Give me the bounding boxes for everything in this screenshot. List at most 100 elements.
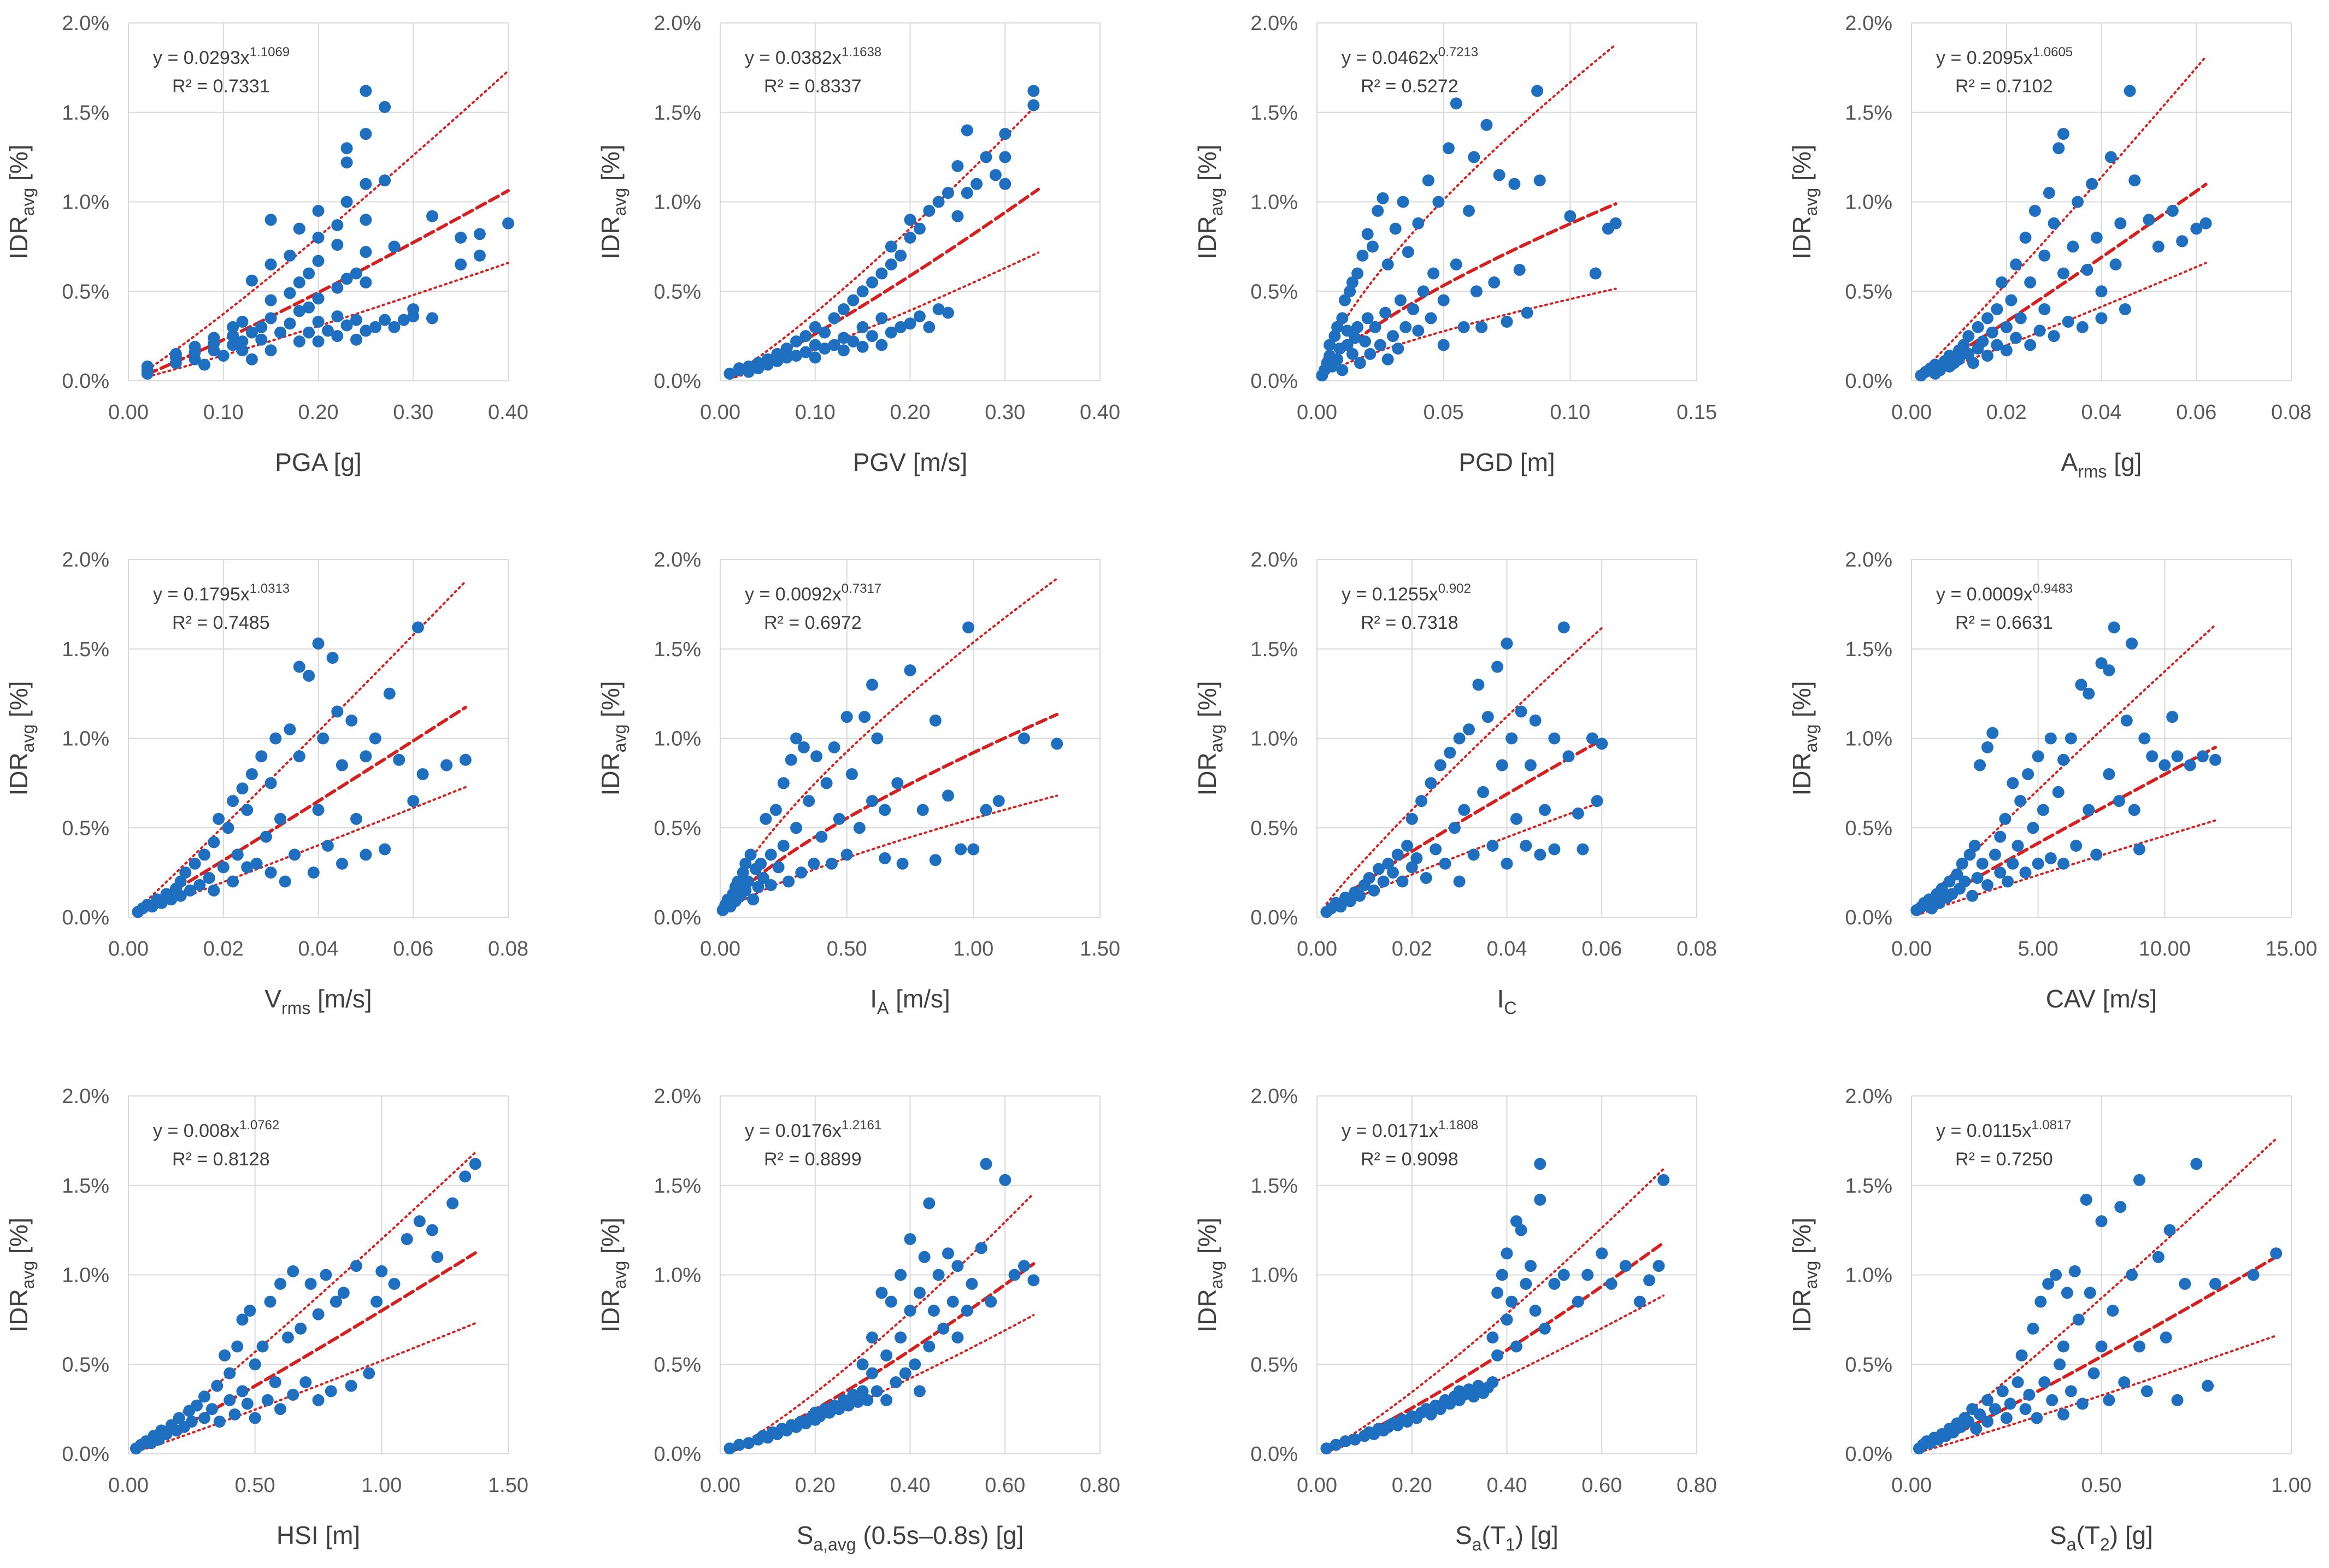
data-point <box>2209 753 2221 766</box>
data-point <box>1643 1274 1656 1287</box>
data-point <box>946 1295 959 1308</box>
data-point <box>360 750 372 763</box>
data-point <box>980 151 992 163</box>
data-point <box>1491 1349 1504 1361</box>
data-point <box>764 848 777 861</box>
data-point <box>2038 303 2051 315</box>
data-point <box>810 750 823 763</box>
data-point <box>1501 1313 1513 1326</box>
data-point <box>1389 222 1402 235</box>
data-point <box>208 836 220 848</box>
data-point <box>1981 879 1993 891</box>
data-point <box>303 669 315 682</box>
data-point <box>1437 339 1450 351</box>
y-axis-label-unit: [%] <box>596 144 625 187</box>
data-point <box>2057 267 2069 280</box>
data-point <box>856 1358 869 1371</box>
data-point <box>2000 321 2013 333</box>
fit-equation-coef: y = 0.0009x <box>1936 584 2033 605</box>
x-axis-label-part: (T <box>2077 1521 2100 1549</box>
y-axis-label-subscript: avg <box>18 724 38 753</box>
data-point <box>916 804 929 816</box>
data-point <box>2166 711 2179 723</box>
data-point <box>446 1197 459 1210</box>
data-point <box>1480 119 1493 131</box>
data-point <box>2024 339 2037 351</box>
data-point <box>2179 1277 2191 1290</box>
fit-equation-exponent: 1.1808 <box>1438 1118 1478 1133</box>
data-point <box>325 1385 337 1398</box>
data-point <box>1468 151 1480 163</box>
data-point <box>856 1385 869 1398</box>
data-point <box>2057 857 2069 870</box>
data-point <box>1401 840 1414 852</box>
x-tick-label: 0.00 <box>108 938 149 960</box>
y-axis-label-unit: [%] <box>4 144 33 187</box>
x-axis-label-part: V <box>264 985 281 1013</box>
data-point <box>891 777 904 789</box>
data-point <box>847 294 860 306</box>
data-point <box>856 321 869 333</box>
data-point <box>360 214 372 226</box>
y-axis-label: IDRavg [%] <box>1193 681 1226 795</box>
x-axis-label-part: PGV [m/s] <box>853 448 968 476</box>
x-axis-label: PGV [m/s] <box>853 448 968 476</box>
data-point <box>1510 1215 1522 1228</box>
data-point <box>1349 1433 1361 1446</box>
y-axis-label-unit: [%] <box>596 681 625 724</box>
x-tick-label: 0.02 <box>1392 938 1432 960</box>
data-point <box>1354 889 1366 902</box>
data-point <box>761 358 774 371</box>
data-point <box>885 240 897 253</box>
data-point <box>236 344 249 357</box>
data-point <box>880 1349 893 1361</box>
y-axis-label-unit: [%] <box>1787 681 1816 724</box>
data-point <box>1407 303 1420 315</box>
data-point <box>401 1233 413 1245</box>
y-tick-label: 2.0% <box>62 12 109 35</box>
data-point <box>1491 661 1504 673</box>
x-axis-label-subscript: a,avg <box>813 1535 856 1554</box>
data-point <box>880 1394 893 1406</box>
y-tick-label: 0.5% <box>1250 1353 1298 1376</box>
data-point <box>2037 804 2049 816</box>
data-point <box>1981 312 1993 325</box>
data-point <box>913 222 926 235</box>
data-point <box>1397 196 1409 208</box>
data-point <box>2114 217 2127 229</box>
data-point <box>790 335 802 347</box>
data-point <box>904 317 916 330</box>
data-point <box>2107 1305 2119 1317</box>
data-point <box>213 812 225 825</box>
data-point <box>1341 325 1354 337</box>
data-point <box>1515 1224 1527 1236</box>
data-point <box>303 326 315 339</box>
data-point <box>895 1269 907 1281</box>
data-point <box>2184 759 2196 771</box>
data-point <box>2126 1269 2138 1281</box>
x-axis-label-subscript: A <box>877 998 889 1018</box>
upper-bound-curve <box>146 69 509 371</box>
y-axis-label-subscript: avg <box>18 1261 38 1289</box>
data-point <box>1339 294 1351 306</box>
upper-bound-curve <box>1321 43 1617 364</box>
data-point <box>980 1158 992 1170</box>
data-point <box>1472 679 1485 691</box>
data-point <box>363 1367 375 1380</box>
data-point <box>819 326 831 339</box>
data-point <box>2004 1398 2016 1410</box>
y-tick-label: 1.5% <box>654 102 701 125</box>
data-point <box>819 343 831 355</box>
data-point <box>1349 332 1361 344</box>
data-point <box>1529 1305 1542 1317</box>
x-tick-label: 1.50 <box>488 1474 528 1497</box>
data-point <box>1633 1295 1646 1308</box>
upper-bound-curve <box>1920 55 2207 374</box>
x-tick-label: 0.00 <box>108 1474 149 1497</box>
data-point <box>1539 1322 1551 1335</box>
data-point <box>1453 732 1466 745</box>
y-tick-label: 0.5% <box>1845 1353 1892 1376</box>
data-point <box>2002 875 2014 888</box>
data-point <box>245 353 258 366</box>
data-point <box>264 777 277 789</box>
